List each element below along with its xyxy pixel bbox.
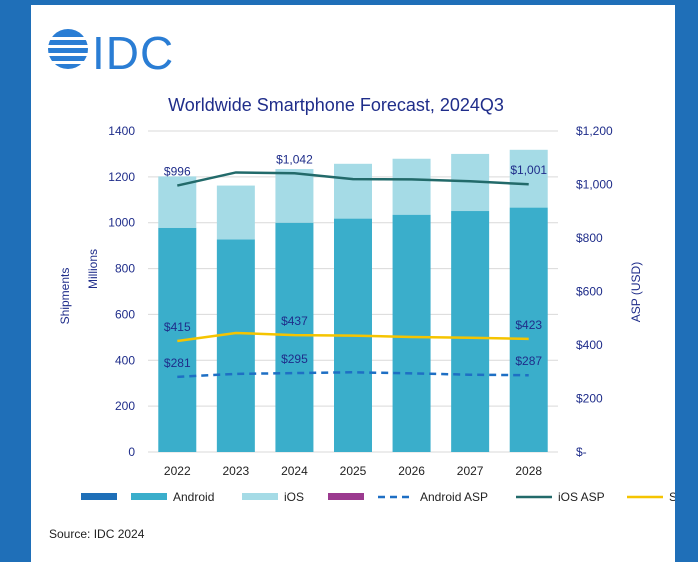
legend-label: SP ASP <box>669 490 675 504</box>
y-tick-label: 800 <box>115 262 135 276</box>
chart-card: IDC Worldwide Smartphone Forecast, 2024Q… <box>31 5 675 562</box>
legend-label: Android <box>173 490 214 504</box>
data-labels: $996 $1,042 $1,001 $415 $437 $423 $281 $295 $287 <box>164 152 547 370</box>
bar-ios <box>392 158 431 215</box>
legend-swatch <box>242 493 278 500</box>
y2-axis-label: ASP (USD) <box>629 262 643 322</box>
bar-ios <box>275 169 314 223</box>
x-axis: 2022 2023 2024 2025 2026 2027 2028 <box>164 464 542 478</box>
x-tick-label: 2028 <box>515 464 542 478</box>
y2-axis: $- $200 $400 $600 $800 $1,000 $1,200 <box>576 124 613 459</box>
bar-android <box>216 239 255 452</box>
y-tick-label: 200 <box>115 399 135 413</box>
data-label: $437 <box>281 314 308 328</box>
legend-swatch <box>131 493 167 500</box>
y2-tick-label: $1,000 <box>576 178 613 192</box>
y-axis: 0 200 400 600 800 1000 1200 1400 <box>108 124 135 459</box>
data-label: $1,042 <box>276 152 313 166</box>
bar-ios <box>216 185 255 240</box>
legend: Android iOS Android ASP iOS ASP SP ASP <box>81 490 675 504</box>
data-label: $415 <box>164 320 191 334</box>
y-tick-label: 1200 <box>108 170 135 184</box>
source-note: Source: IDC 2024 <box>49 527 145 541</box>
line-ios-asp <box>177 171 529 187</box>
x-tick-label: 2023 <box>223 464 250 478</box>
line-android-asp <box>177 371 529 379</box>
data-label: $423 <box>515 318 542 332</box>
y-tick-label: 400 <box>115 353 135 367</box>
bar-android <box>275 222 314 452</box>
y2-tick-label: $- <box>576 445 587 459</box>
data-label: $281 <box>164 356 191 370</box>
y-tick-label: 0 <box>128 445 135 459</box>
bar-ios <box>509 149 548 208</box>
legend-swatch <box>81 493 117 500</box>
bar-ios <box>334 163 372 219</box>
y-axis-label: Shipments <box>58 268 72 325</box>
y-tick-label: 1400 <box>108 124 135 138</box>
data-label: $996 <box>164 165 191 179</box>
y2-tick-label: $600 <box>576 285 603 299</box>
y2-tick-label: $200 <box>576 392 603 406</box>
bar-ios <box>158 176 197 228</box>
globe-icon <box>46 29 92 69</box>
y-tick-label: 600 <box>115 307 135 321</box>
y2-tick-label: $1,200 <box>576 124 613 138</box>
x-tick-label: 2027 <box>457 464 484 478</box>
chart: Worldwide Smartphone Forecast, 2024Q3 $9… <box>58 95 675 504</box>
chart-title: Worldwide Smartphone Forecast, 2024Q3 <box>168 95 504 115</box>
legend-label: Android ASP <box>420 490 488 504</box>
data-label: $295 <box>281 352 308 366</box>
asp-lines <box>177 171 529 379</box>
legend-swatch <box>328 493 364 500</box>
idc-logo: IDC <box>46 27 174 79</box>
data-label: $1,001 <box>510 163 547 177</box>
bar-android <box>451 211 490 452</box>
y2-tick-label: $400 <box>576 338 603 352</box>
x-tick-label: 2024 <box>281 464 308 478</box>
bars <box>158 149 548 452</box>
data-label: $287 <box>515 354 542 368</box>
line-sp-asp <box>177 331 529 343</box>
legend-label: iOS ASP <box>558 490 605 504</box>
x-tick-label: 2025 <box>340 464 367 478</box>
y-tick-label: 1000 <box>108 216 135 230</box>
x-tick-label: 2022 <box>164 464 191 478</box>
bar-android <box>509 207 548 452</box>
y-axis-label-2: Millions <box>86 249 100 289</box>
x-tick-label: 2026 <box>398 464 425 478</box>
logo-text: IDC <box>92 27 174 79</box>
y2-tick-label: $800 <box>576 231 603 245</box>
legend-label: iOS <box>284 490 304 504</box>
bar-android <box>392 214 431 452</box>
